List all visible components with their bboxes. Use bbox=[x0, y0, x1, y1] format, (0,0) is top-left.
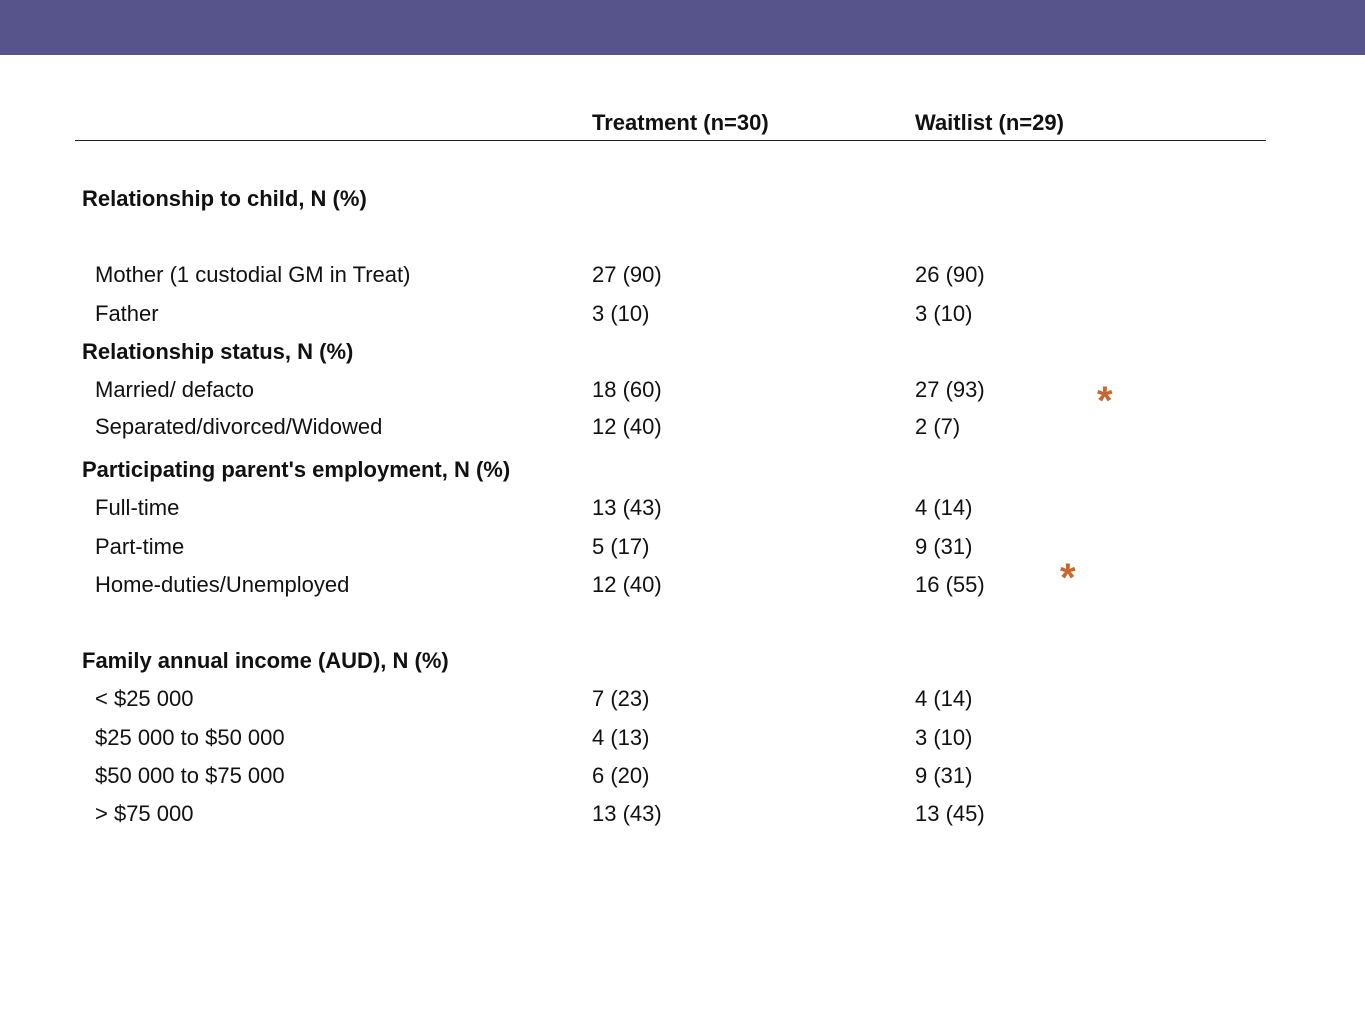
table-header: Treatment (n=30) Waitlist (n=29) bbox=[75, 108, 1266, 141]
table-row: Father 3 (10) 3 (10) bbox=[0, 301, 1365, 331]
table-row: Separated/divorced/Widowed 12 (40) 2 (7) bbox=[0, 414, 1365, 444]
waitlist-value: 9 (31) bbox=[915, 763, 973, 788]
column-header-treatment: Treatment (n=30) bbox=[592, 110, 769, 135]
section-heading: Participating parent's employment, N (%) bbox=[0, 457, 1365, 487]
section-title: Participating parent's employment, N (%) bbox=[82, 457, 511, 482]
section-heading: Relationship to child, N (%) bbox=[0, 186, 1365, 216]
row-label: Mother (1 custodial GM in Treat) bbox=[95, 262, 411, 287]
row-label: Home-duties/Unemployed bbox=[95, 572, 350, 597]
table-row: Married/ defacto 18 (60) 27 (93) bbox=[0, 377, 1365, 407]
section-title: Family annual income (AUD), N (%) bbox=[82, 648, 449, 673]
treatment-value: 13 (43) bbox=[592, 495, 662, 520]
treatment-value: 18 (60) bbox=[592, 377, 662, 402]
table-row: Full-time 13 (43) 4 (14) bbox=[0, 495, 1365, 525]
waitlist-value: 16 (55) bbox=[915, 572, 985, 597]
treatment-value: 5 (17) bbox=[592, 534, 650, 559]
significance-asterisk: * bbox=[1097, 379, 1113, 423]
table-row: $50 000 to $75 000 6 (20) 9 (31) bbox=[0, 763, 1365, 793]
row-label: > $75 000 bbox=[95, 801, 194, 826]
section-heading: Family annual income (AUD), N (%) bbox=[0, 648, 1365, 678]
treatment-value: 6 (20) bbox=[592, 763, 650, 788]
section-title: Relationship status, N (%) bbox=[82, 339, 354, 364]
waitlist-value: 27 (93) bbox=[915, 377, 985, 402]
row-label: Separated/divorced/Widowed bbox=[95, 414, 383, 439]
treatment-value: 13 (43) bbox=[592, 801, 662, 826]
waitlist-value: 9 (31) bbox=[915, 534, 973, 559]
table-row: Part-time 5 (17) 9 (31) bbox=[0, 534, 1365, 564]
row-label: Part-time bbox=[95, 534, 185, 559]
table-row: $25 000 to $50 000 4 (13) 3 (10) bbox=[0, 725, 1365, 755]
treatment-value: 4 (13) bbox=[592, 725, 650, 750]
row-label: $25 000 to $50 000 bbox=[95, 725, 285, 750]
waitlist-value: 2 (7) bbox=[915, 414, 961, 439]
treatment-value: 12 (40) bbox=[592, 414, 662, 439]
column-header-waitlist: Waitlist (n=29) bbox=[915, 110, 1064, 135]
table-row: > $75 000 13 (43) 13 (45) bbox=[0, 801, 1365, 831]
waitlist-value: 4 (14) bbox=[915, 495, 973, 520]
top-banner bbox=[0, 0, 1365, 55]
waitlist-value: 13 (45) bbox=[915, 801, 985, 826]
table-row: Home-duties/Unemployed 12 (40) 16 (55) bbox=[0, 572, 1365, 602]
treatment-value: 27 (90) bbox=[592, 262, 662, 287]
row-label: Full-time bbox=[95, 495, 180, 520]
section-heading: Relationship status, N (%) bbox=[0, 339, 1365, 369]
waitlist-value: 3 (10) bbox=[915, 301, 973, 326]
significance-asterisk: * bbox=[1060, 556, 1076, 600]
treatment-value: 7 (23) bbox=[592, 686, 650, 711]
waitlist-value: 26 (90) bbox=[915, 262, 985, 287]
treatment-value: 12 (40) bbox=[592, 572, 662, 597]
table-row: < $25 000 7 (23) 4 (14) bbox=[0, 686, 1365, 716]
row-label: < $25 000 bbox=[95, 686, 194, 711]
treatment-value: 3 (10) bbox=[592, 301, 650, 326]
row-label: Married/ defacto bbox=[95, 377, 254, 402]
section-title: Relationship to child, N (%) bbox=[82, 186, 367, 211]
row-label: Father bbox=[95, 301, 159, 326]
row-label: $50 000 to $75 000 bbox=[95, 763, 285, 788]
waitlist-value: 4 (14) bbox=[915, 686, 973, 711]
table-row: Mother (1 custodial GM in Treat) 27 (90)… bbox=[0, 262, 1365, 292]
waitlist-value: 3 (10) bbox=[915, 725, 973, 750]
